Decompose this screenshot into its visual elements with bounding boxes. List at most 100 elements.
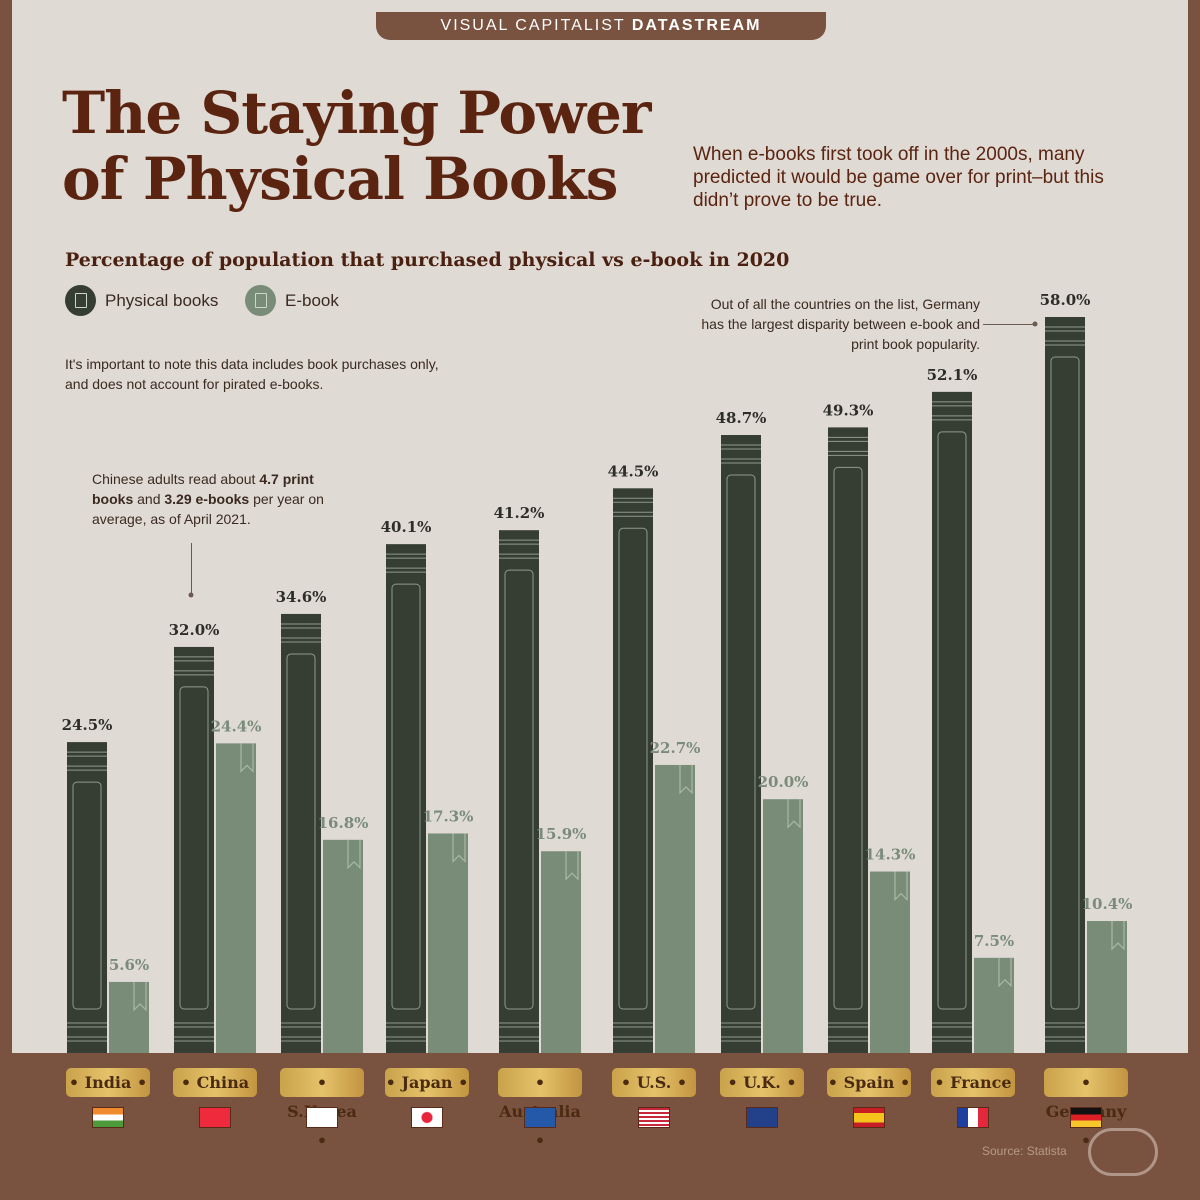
page-title: The Staying Power of Physical Books <box>62 79 651 213</box>
value-label-physical: 32.0% <box>169 621 220 639</box>
germany-note: Out of all the countries on the list, Ge… <box>701 296 980 352</box>
germany-leader <box>983 324 1035 325</box>
value-label-physical: 49.3% <box>823 401 874 419</box>
india-flag-icon <box>92 1107 124 1128</box>
title-line-2: of Physical Books <box>62 145 618 213</box>
bar-ebook <box>655 764 695 1053</box>
bar-ebook <box>974 957 1014 1053</box>
value-label-physical: 40.1% <box>381 518 432 536</box>
bar-ebook-Australia <box>541 851 581 1053</box>
bar-physical-U.S. <box>613 488 653 1054</box>
chart-title: Percentage of population that purchased … <box>65 249 790 271</box>
bar-ebook-Japan <box>428 833 468 1053</box>
country-label-India: • India • <box>66 1068 150 1097</box>
bookmark-icon <box>240 743 254 773</box>
legend-label: E-book <box>285 290 339 310</box>
bookmark-icon <box>894 871 908 901</box>
value-label-ebook: 15.9% <box>536 825 587 843</box>
piracy-note: It's important to note this data include… <box>65 356 439 392</box>
south-korea-flag-icon <box>306 1107 338 1128</box>
bar-physical-S.Korea <box>281 613 321 1053</box>
value-label-ebook: 5.6% <box>109 956 149 974</box>
bar-ebook-India <box>109 981 149 1053</box>
value-label-ebook: 20.0% <box>758 773 809 791</box>
bar-physical <box>828 427 868 1053</box>
value-label-physical: 24.5% <box>62 716 113 734</box>
bookmark-icon <box>347 839 361 870</box>
value-label-ebook: 7.5% <box>974 932 1014 950</box>
bar-physical-India <box>67 742 107 1053</box>
china-note: Chinese adults read about 4.7 print book… <box>92 471 324 527</box>
bar-ebook-U.S. <box>655 764 695 1053</box>
australia-flag-icon <box>524 1107 556 1128</box>
value-label-physical: 44.5% <box>608 462 659 480</box>
uk-flag-icon <box>746 1107 778 1128</box>
bar-physical <box>386 544 426 1053</box>
bar-ebook <box>428 833 468 1053</box>
country-label-U.S.: • U.S. • <box>612 1068 696 1097</box>
bookmark-icon <box>452 833 466 863</box>
bookmark-icon <box>787 799 801 829</box>
country-label-Spain: • Spain • <box>827 1068 911 1097</box>
country-label-Australia: • Australia • <box>498 1068 582 1150</box>
bar-ebook-Germany <box>1087 921 1127 1053</box>
country-label-Germany: • Germany • <box>1044 1068 1128 1150</box>
bar-physical <box>499 530 539 1053</box>
legend-ebook: E-book <box>245 285 339 316</box>
country-label-U.K.: • U.K. • <box>720 1068 804 1097</box>
value-label-ebook: 10.4% <box>1082 895 1133 913</box>
bar-physical-U.K. <box>721 435 761 1053</box>
bookmark-icon <box>998 957 1012 988</box>
bar-physical-Spain <box>828 427 868 1053</box>
value-label-ebook: 22.7% <box>650 739 701 757</box>
country-label-Japan: • Japan • <box>385 1068 469 1097</box>
brand-suffix: DATASTREAM <box>631 17 762 34</box>
bar-physical-China <box>174 646 214 1053</box>
china-leader <box>191 543 192 595</box>
bar-physical <box>67 742 107 1053</box>
bar-physical-France <box>932 391 972 1053</box>
bar-physical <box>932 391 972 1053</box>
value-label-ebook: 24.4% <box>211 717 262 735</box>
spain-flag-icon <box>853 1107 885 1128</box>
china-flag-icon <box>199 1107 231 1128</box>
bookmark-icon <box>133 981 147 1012</box>
bar-ebook <box>763 799 803 1053</box>
brand-banner: VISUAL CAPITALIST DATASTREAM <box>376 12 826 40</box>
bar-physical-Germany <box>1045 317 1085 1053</box>
bar-ebook-U.K. <box>763 799 803 1053</box>
legend-label: Physical books <box>105 290 219 310</box>
country-label-China: • China • <box>173 1068 257 1121</box>
ebook-icon <box>245 285 276 316</box>
bar-ebook <box>870 871 910 1053</box>
value-label-physical: 52.1% <box>927 366 978 384</box>
intro-text: When e-books first took off in the 2000s… <box>693 144 1104 211</box>
bar-ebook <box>541 851 581 1053</box>
bar-ebook <box>1087 921 1127 1053</box>
value-label-ebook: 14.3% <box>865 846 916 864</box>
bookmark-icon <box>679 764 693 795</box>
leader-dot <box>188 592 194 598</box>
country-label-France: • France • <box>931 1068 1015 1121</box>
legend-physical: Physical books <box>65 285 218 316</box>
usa-flag-icon <box>638 1107 670 1128</box>
bar-ebook-France <box>974 957 1014 1053</box>
value-label-physical: 58.0% <box>1040 291 1091 309</box>
bar-physical <box>1045 317 1085 1053</box>
value-label-ebook: 17.3% <box>423 807 474 825</box>
germany-flag-icon <box>1070 1107 1102 1128</box>
bookmark-icon <box>565 851 579 881</box>
bar-physical <box>281 613 321 1053</box>
title-line-1: The Staying Power <box>62 79 651 147</box>
value-label-ebook: 16.8% <box>318 814 369 832</box>
source: Source: Statista <box>982 1144 1067 1158</box>
brand-prefix: VISUAL CAPITALIST <box>440 17 626 34</box>
bar-ebook-S.Korea <box>323 839 363 1053</box>
bar-ebook-China <box>216 743 256 1053</box>
bar-ebook-Spain <box>870 871 910 1053</box>
value-label-physical: 41.2% <box>494 504 545 522</box>
japan-flag-icon <box>411 1107 443 1128</box>
bar-physical <box>174 646 214 1053</box>
bar-ebook <box>323 839 363 1053</box>
